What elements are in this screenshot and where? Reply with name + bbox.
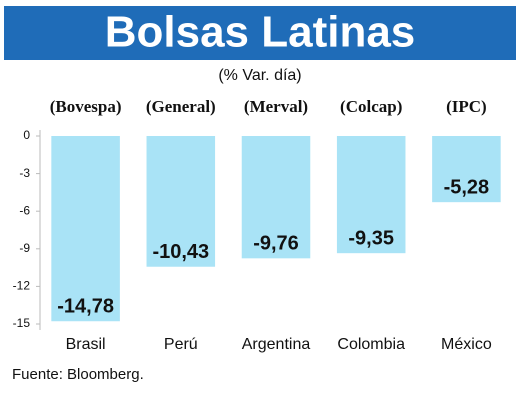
y-tick-label: -9 — [19, 241, 30, 255]
chart-title: Bolsas Latinas — [105, 8, 416, 57]
bar — [336, 136, 406, 254]
index-label: (Merval) — [244, 97, 308, 116]
x-tick-label: Argentina — [242, 336, 311, 353]
y-tick-label: -3 — [19, 166, 30, 180]
x-tick-label: Perú — [164, 336, 198, 353]
x-tick-label: Colombia — [337, 336, 405, 353]
x-tick-label: Brasil — [66, 336, 106, 353]
y-tick-label: -15 — [13, 316, 31, 330]
index-label: (Bovespa) — [50, 97, 122, 116]
y-tick-label: -12 — [13, 279, 31, 293]
y-tick-label: -6 — [19, 203, 30, 217]
chart-subtitle: (% Var. día) — [218, 67, 301, 84]
bar — [51, 136, 120, 322]
value-label: -5,28 — [444, 176, 490, 198]
value-label: -14,78 — [57, 296, 114, 318]
index-label: (IPC) — [446, 97, 487, 116]
y-tick-label: 0 — [23, 128, 30, 142]
bar — [241, 136, 311, 259]
index-label: (Colcap) — [340, 97, 402, 116]
value-label: -10,43 — [152, 241, 209, 263]
title-banner — [4, 6, 516, 60]
bar — [146, 136, 216, 267]
value-label: -9,35 — [348, 227, 394, 249]
value-label: -9,76 — [253, 233, 299, 255]
source: Fuente: Bloomberg. — [12, 366, 144, 383]
x-tick-label: México — [441, 336, 492, 353]
index-label: (General) — [146, 97, 216, 116]
bar — [432, 136, 501, 203]
